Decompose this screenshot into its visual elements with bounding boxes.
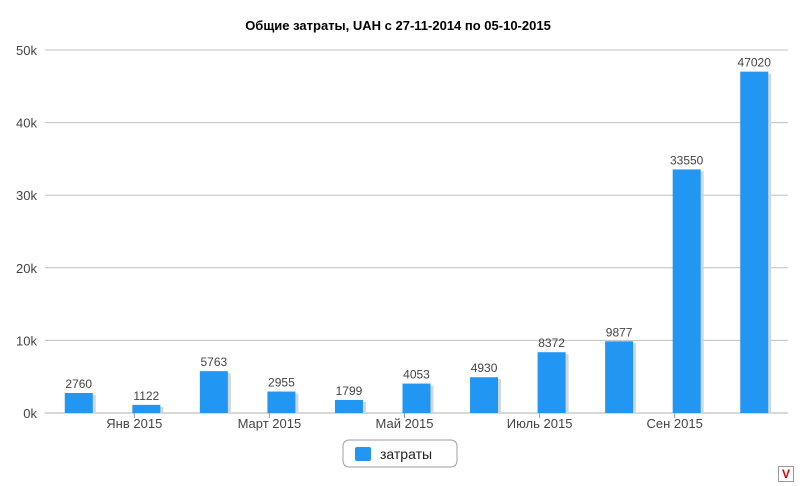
bar [199,371,228,413]
bar [267,391,296,413]
data-label: 8372 [538,336,565,350]
legend-box[interactable] [342,439,458,468]
x-axis-ticks: Янв 2015 Март 2015 Май 2015 Июль 2015 Сен 20… [106,413,703,431]
bars [64,71,772,413]
y-tick-label: 10k [16,333,37,348]
y-axis-ticks: 0k 10k 20k 30k 40k 50k [16,43,37,421]
bar [334,399,363,413]
bar [132,404,161,413]
data-label: 1799 [336,384,363,398]
y-tick-label: 40k [16,116,37,131]
legend[interactable]: затраты [342,439,458,468]
x-tick-label: Янв 2015 [106,416,162,431]
data-label: 4053 [403,368,430,382]
data-label: 2760 [65,377,92,391]
data-label: 47020 [738,56,772,70]
x-tick-label: Сен 2015 [647,416,703,431]
bar [64,392,93,413]
legend-swatch [355,447,371,461]
bar [672,169,701,413]
grid-lines [45,49,788,414]
y-tick-label: 50k [16,43,37,58]
data-label: 33550 [670,153,704,167]
y-tick-label: 0k [23,406,37,421]
data-label: 9877 [606,325,633,339]
x-tick-label: Июль 2015 [507,416,573,431]
x-tick-label: Март 2015 [238,416,302,431]
x-tick-label: Май 2015 [376,416,434,431]
corner-logo-mark: V [778,466,794,482]
data-labels: 2760 1122 5763 2955 1799 4053 4930 8372 9877 3355… [65,56,771,403]
chart-title: Общие затраты, UAH с 27-11-2014 по 05-10… [245,18,551,33]
data-label: 5763 [201,355,228,369]
bar [740,71,769,413]
bar [605,341,634,413]
bar [537,352,566,413]
data-label: 4930 [471,361,498,375]
y-tick-label: 30k [16,188,37,203]
bar [402,383,431,413]
bar [470,377,499,413]
data-label: 2955 [268,376,295,390]
legend-label: затраты [380,446,432,462]
y-tick-label: 20k [16,261,37,276]
data-label: 1122 [133,389,159,403]
